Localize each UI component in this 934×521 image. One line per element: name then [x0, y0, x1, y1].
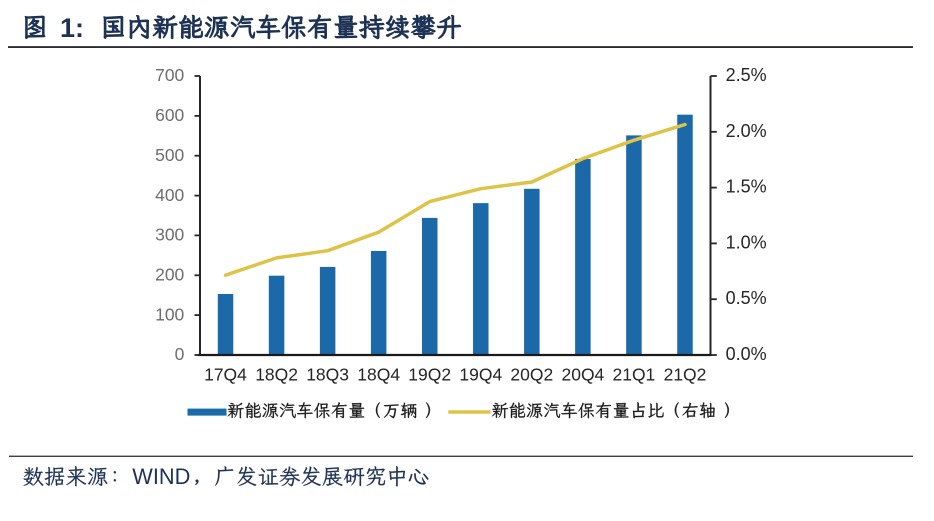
svg-text:21Q1: 21Q1	[612, 365, 655, 385]
svg-text:1:: 1:	[60, 13, 84, 43]
svg-text:100: 100	[155, 304, 184, 324]
svg-text:WIND: WIND	[132, 464, 190, 489]
svg-text:300: 300	[155, 225, 184, 245]
svg-text:1.0%: 1.0%	[726, 232, 767, 252]
svg-text:200: 200	[155, 265, 184, 285]
svg-text:19Q2: 19Q2	[408, 365, 451, 385]
svg-text:18Q3: 18Q3	[306, 365, 349, 385]
svg-text:700: 700	[155, 65, 184, 85]
svg-text:0.5%: 0.5%	[726, 288, 767, 308]
svg-text:0.0%: 0.0%	[726, 344, 767, 364]
svg-text:18Q2: 18Q2	[255, 365, 298, 385]
svg-text:19Q4: 19Q4	[459, 365, 502, 385]
svg-text:0: 0	[175, 344, 185, 364]
svg-text:17Q4: 17Q4	[204, 365, 247, 385]
svg-text:18Q4: 18Q4	[357, 365, 400, 385]
svg-text:1.5%: 1.5%	[726, 177, 767, 197]
svg-text:21Q2: 21Q2	[664, 365, 707, 385]
svg-text:2.5%: 2.5%	[726, 65, 767, 85]
svg-text:2.0%: 2.0%	[726, 121, 767, 141]
svg-text:600: 600	[155, 105, 184, 125]
svg-text:20Q2: 20Q2	[510, 365, 553, 385]
svg-text:400: 400	[155, 185, 184, 205]
svg-text:500: 500	[155, 145, 184, 165]
svg-text:20Q4: 20Q4	[561, 365, 604, 385]
